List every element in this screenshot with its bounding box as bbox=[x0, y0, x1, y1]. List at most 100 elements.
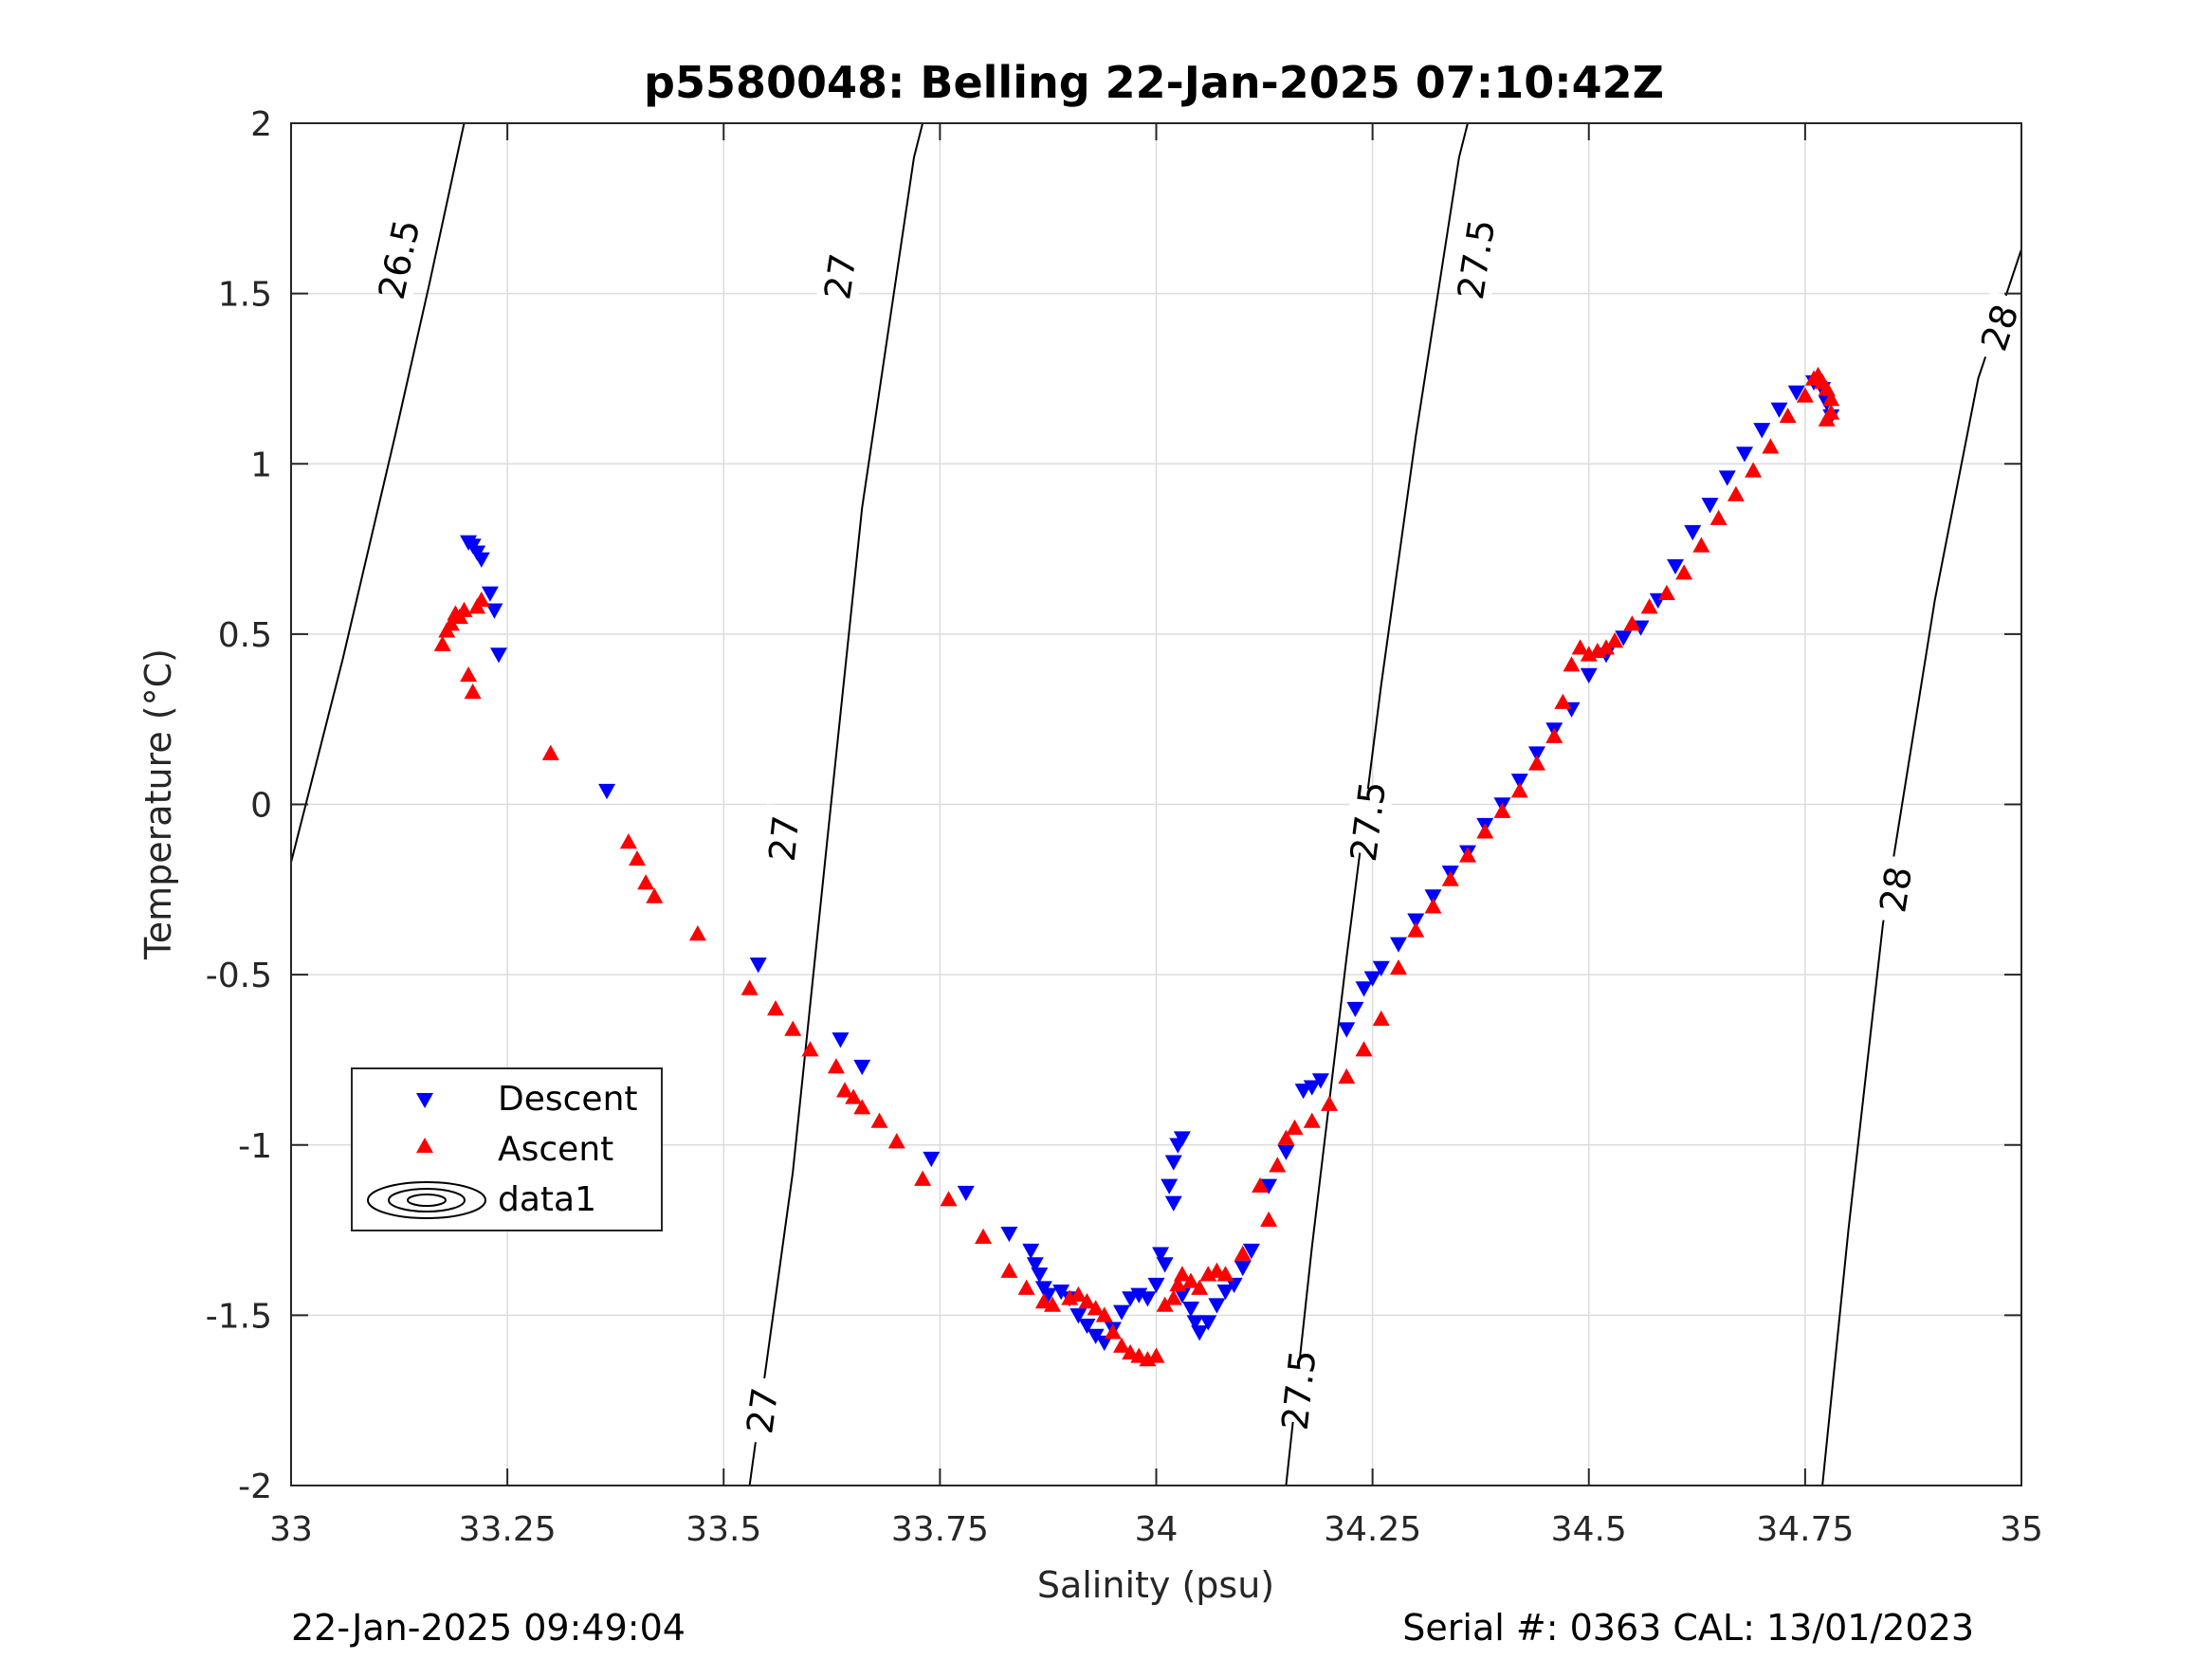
ascent-point bbox=[887, 1133, 905, 1149]
descent-point bbox=[1363, 971, 1381, 987]
ascent-point bbox=[1303, 1112, 1321, 1128]
descent-point bbox=[832, 1032, 850, 1048]
ascent-point bbox=[1252, 1176, 1269, 1194]
x-tick-label: 34.25 bbox=[1324, 1510, 1421, 1549]
y-tick-label: -1 bbox=[238, 1127, 272, 1166]
ascent-point bbox=[1277, 1129, 1295, 1145]
descent-point bbox=[1510, 774, 1528, 790]
descent-point bbox=[1173, 1287, 1191, 1304]
descent-point bbox=[485, 603, 503, 619]
descent-point bbox=[1039, 1287, 1057, 1304]
descent-point bbox=[1186, 1315, 1204, 1331]
descent-point bbox=[1684, 524, 1702, 541]
contour-label: 28 bbox=[1872, 864, 1920, 916]
descent-point bbox=[1191, 1325, 1209, 1341]
contour-label-bg bbox=[759, 804, 809, 873]
ascent-point bbox=[1571, 639, 1589, 655]
descent-point bbox=[1277, 1144, 1295, 1160]
ascent-point bbox=[1164, 1289, 1182, 1305]
ascent-point bbox=[541, 744, 559, 760]
descent-point bbox=[1069, 1308, 1088, 1324]
ascent-point bbox=[1182, 1272, 1199, 1288]
x-tick-label: 34.75 bbox=[1756, 1510, 1854, 1549]
axis-ticks: 33 33.25 33.5 33.75 34 34.25 34.5 34.75 35 -2 -1.5… bbox=[206, 105, 2043, 1549]
descent-point bbox=[957, 1185, 975, 1202]
ascent-point bbox=[619, 833, 637, 849]
ascent-point bbox=[1156, 1296, 1174, 1312]
ascent-point bbox=[1355, 1041, 1373, 1057]
ascent-point bbox=[1563, 656, 1581, 672]
ascent-point bbox=[1269, 1157, 1287, 1173]
ascent-point bbox=[1510, 782, 1528, 798]
contour-label: 27 bbox=[816, 251, 865, 302]
descent-point bbox=[1311, 1073, 1329, 1089]
ascent-point bbox=[1623, 615, 1641, 631]
data-points bbox=[433, 366, 1840, 1367]
ascent-point bbox=[433, 635, 451, 651]
footer-serial: Serial #: 0363 CAL: 13/01/2023 bbox=[1402, 1607, 1974, 1649]
descent-point bbox=[1234, 1260, 1252, 1277]
descent-point bbox=[1095, 1335, 1113, 1352]
y-tick-label: 1.5 bbox=[218, 276, 272, 315]
descent-point bbox=[1338, 1022, 1356, 1038]
ascent-point bbox=[1818, 410, 1836, 427]
descent-point bbox=[472, 552, 490, 568]
ascent-point bbox=[1286, 1119, 1304, 1135]
ascent-point bbox=[1104, 1323, 1122, 1340]
descent-point bbox=[490, 647, 507, 664]
ascent-point bbox=[1087, 1300, 1105, 1316]
descent-point bbox=[1753, 423, 1771, 439]
density-contour-27-5 bbox=[1285, 122, 1469, 1486]
x-tick-label: 34 bbox=[1135, 1510, 1179, 1549]
ascent-point bbox=[1640, 598, 1658, 614]
chart-title: p5580048: Belling 22-Jan-2025 07:10:42Z bbox=[644, 57, 1664, 108]
footer-date: 22-Jan-2025 09:49:04 bbox=[291, 1607, 686, 1649]
x-axis-label: Salinity (psu) bbox=[1037, 1564, 1274, 1606]
ascent-point bbox=[767, 1000, 784, 1016]
ascent-point bbox=[1606, 632, 1624, 648]
y-tick-label: 2 bbox=[250, 105, 272, 144]
descent-point bbox=[1026, 1257, 1044, 1273]
x-tick-label: 33.5 bbox=[686, 1510, 761, 1549]
ascent-point bbox=[460, 665, 478, 683]
descent-point bbox=[598, 783, 616, 800]
descent-point bbox=[923, 1151, 941, 1168]
ascent-point bbox=[1078, 1293, 1096, 1309]
ascent-point bbox=[1598, 639, 1615, 655]
ascent-point bbox=[1727, 485, 1745, 501]
x-tick-label: 33 bbox=[269, 1510, 313, 1549]
ascent-point bbox=[1390, 958, 1407, 975]
descent-point bbox=[1372, 960, 1390, 976]
ascent-point bbox=[1044, 1296, 1061, 1312]
ascent-point bbox=[1407, 921, 1425, 938]
ascent-point bbox=[1762, 438, 1780, 454]
contour-label-bg bbox=[1969, 290, 2030, 365]
legend-label-ascent: Ascent bbox=[498, 1130, 613, 1169]
y-tick-label: 0.5 bbox=[218, 616, 272, 655]
ascent-point bbox=[740, 979, 759, 995]
descent-point bbox=[1022, 1243, 1040, 1260]
contour-label: 27 bbox=[761, 813, 808, 864]
descent-point bbox=[1407, 913, 1425, 929]
descent-point bbox=[1770, 402, 1788, 418]
contour-label-bg bbox=[737, 1376, 788, 1446]
ascent-point bbox=[1260, 1211, 1278, 1227]
x-tick-label: 33.25 bbox=[459, 1510, 557, 1549]
y-tick-label: -1.5 bbox=[206, 1297, 272, 1336]
ascent-point bbox=[940, 1191, 958, 1207]
ascent-point bbox=[1545, 727, 1563, 743]
ascent-point bbox=[1459, 847, 1476, 863]
ascent-point bbox=[1709, 509, 1728, 525]
ascent-point bbox=[1745, 462, 1763, 478]
descent-point bbox=[1052, 1285, 1070, 1301]
y-axis-label: Temperature (°C) bbox=[137, 648, 179, 960]
descent-point bbox=[1164, 1195, 1182, 1212]
legend-marker-data1 bbox=[367, 1181, 486, 1219]
descent-point bbox=[1736, 447, 1753, 463]
ascent-point bbox=[1424, 898, 1442, 914]
ascent-point bbox=[1493, 802, 1511, 818]
descent-point bbox=[1615, 630, 1633, 647]
ascent-point bbox=[801, 1041, 819, 1057]
contour-label-bg bbox=[1451, 224, 1503, 295]
ascent-point bbox=[1476, 823, 1494, 839]
